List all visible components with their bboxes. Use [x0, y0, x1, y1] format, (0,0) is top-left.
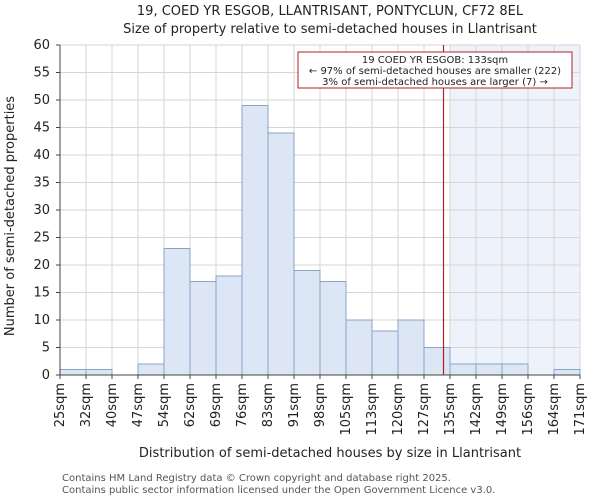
- x-tick-label: 164sqm: [547, 383, 562, 436]
- x-tick-label: 83sqm: [261, 383, 276, 427]
- chart-subtitle: Size of property relative to semi-detach…: [123, 22, 537, 37]
- bar: [397, 319, 425, 376]
- bar: [215, 275, 243, 376]
- x-tick-label: 69sqm: [209, 383, 224, 427]
- bar: [501, 363, 529, 376]
- y-tick-label: 60: [33, 38, 50, 53]
- y-tick-label: 25: [33, 231, 50, 246]
- annotation-line-3: 3% of semi-detached houses are larger (7…: [322, 77, 548, 88]
- footer-licence: Contains public sector information licen…: [62, 485, 496, 496]
- x-tick-label: 62sqm: [183, 383, 198, 427]
- y-tick-label: 30: [33, 203, 50, 218]
- y-tick-label: 5: [42, 341, 50, 356]
- y-axis-label: Number of semi-detached properties: [3, 96, 18, 336]
- bar: [423, 347, 451, 376]
- y-tick-label: 15: [33, 286, 50, 301]
- x-tick-label: 76sqm: [235, 383, 250, 427]
- y-tick-label: 0: [42, 368, 50, 383]
- chart-title: 19, COED YR ESGOB, LLANTRISANT, PONTYCLU…: [137, 4, 524, 19]
- bar: [137, 363, 165, 376]
- bar: [319, 281, 347, 376]
- x-tick-label: 40sqm: [105, 383, 120, 427]
- y-tick-label: 40: [33, 148, 50, 163]
- x-tick-label: 98sqm: [313, 383, 328, 427]
- x-tick-label: 25sqm: [53, 383, 68, 427]
- x-tick-label: 32sqm: [79, 383, 94, 427]
- bar: [85, 369, 113, 376]
- x-tick-label: 135sqm: [443, 383, 458, 436]
- x-tick-label: 120sqm: [391, 383, 406, 436]
- x-tick-label: 156sqm: [521, 383, 536, 436]
- x-tick-label: 113sqm: [365, 383, 380, 436]
- bar: [241, 105, 269, 376]
- x-tick-label: 105sqm: [339, 383, 354, 436]
- bar: [449, 363, 477, 376]
- x-tick-label: 91sqm: [287, 383, 302, 427]
- bar: [189, 281, 217, 376]
- y-tick-label: 50: [33, 93, 50, 108]
- plot-area: 0 5 10 15 20 25 30 35 40 45 50 55 60 25sqm 32sqm 40sqm 4…: [33, 38, 588, 436]
- y-tick-label: 20: [33, 258, 50, 273]
- x-tick-label: 142sqm: [469, 383, 484, 436]
- x-tick-label: 54sqm: [157, 383, 172, 427]
- x-tick-label: 171sqm: [573, 383, 588, 436]
- y-tick-label: 45: [33, 121, 50, 136]
- bar: [345, 319, 373, 376]
- x-tick-label: 149sqm: [495, 383, 510, 436]
- bar: [475, 363, 503, 376]
- bar: [553, 369, 581, 376]
- bar: [371, 330, 399, 376]
- y-tick-label: 10: [33, 313, 50, 328]
- x-tick-label: 127sqm: [417, 383, 432, 436]
- annotation-box: [297, 51, 573, 89]
- x-tick-label: 47sqm: [131, 383, 146, 427]
- y-tick-label: 55: [33, 66, 50, 81]
- bar: [267, 132, 295, 376]
- bar: [163, 248, 191, 376]
- bar: [293, 270, 321, 376]
- footer-copyright: Contains HM Land Registry data © Crown c…: [62, 473, 451, 484]
- annotation-line-2: ← 97% of semi-detached houses are smalle…: [309, 66, 561, 77]
- x-axis-label: Distribution of semi-detached houses by …: [139, 446, 521, 461]
- y-tick-label: 35: [33, 176, 50, 191]
- bar: [59, 369, 87, 376]
- annotation-line-1: 19 COED YR ESGOB: 133sqm: [362, 55, 508, 66]
